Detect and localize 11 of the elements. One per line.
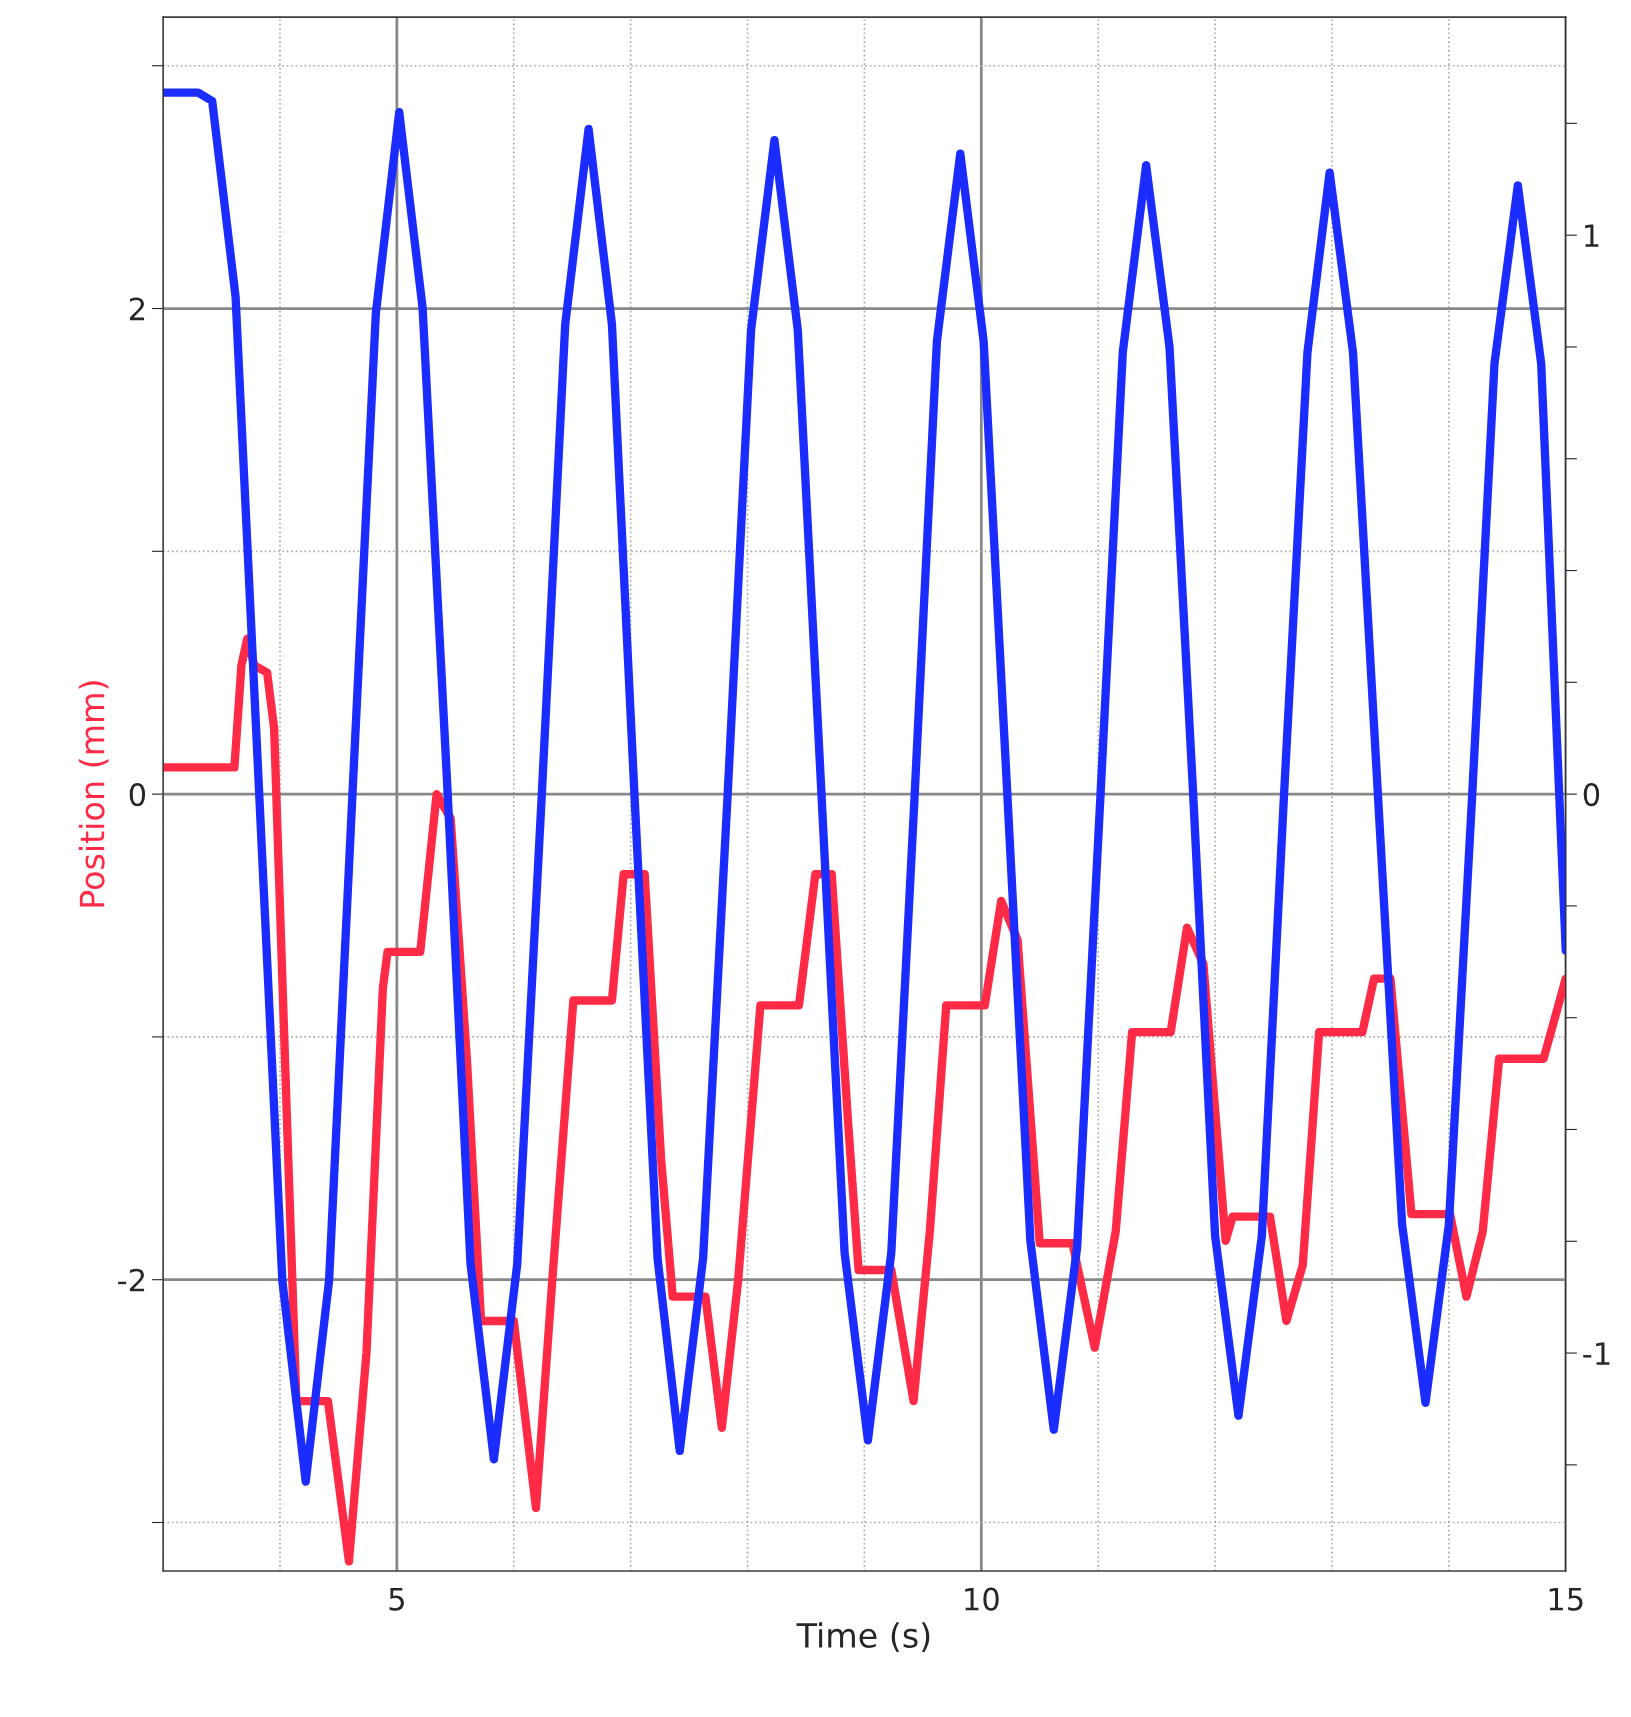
- x-tick-label: 5: [389, 1587, 404, 1611]
- y-tick-label: 0: [129, 783, 146, 807]
- y-tick-label: -2: [118, 1268, 145, 1292]
- y2-tick-label: -1: [1583, 1342, 1610, 1365]
- y2-tick-label: 0: [1583, 783, 1600, 807]
- y-tick-label: 2: [129, 297, 145, 321]
- y2-tick-label: 1: [1585, 224, 1599, 247]
- y-axis-title: Position (mm): [78, 681, 109, 907]
- x-tick-label: 15: [1549, 1587, 1583, 1611]
- x-tick-label: 10: [965, 1587, 999, 1611]
- x-axis-title: Time (s): [796, 1622, 930, 1652]
